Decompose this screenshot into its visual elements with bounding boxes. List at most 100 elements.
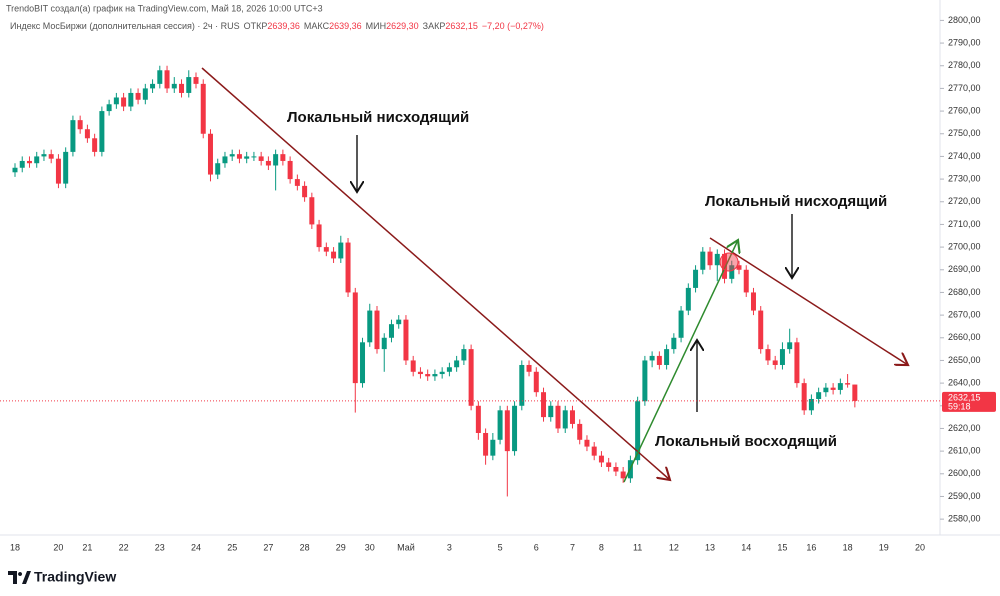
countdown: 59:18 [948,401,971,411]
x-tick-label: 11 [633,542,642,552]
y-tick-label: 2600,00 [948,468,981,478]
candle-body [12,167,18,173]
annotation: Локальный нисходящий [287,109,469,126]
candle-body [837,383,843,390]
open: 2639,36 [267,21,300,31]
last-price-box [942,391,996,412]
high: 2639,36 [329,21,362,31]
y-tick-label: 2710,00 [948,219,981,229]
last-price-label: 2632,15 [948,392,981,402]
y-tick-label: 2590,00 [948,491,981,501]
y-tick-label: 2660,00 [948,332,981,342]
candle-body [388,324,394,338]
candle-body [779,349,785,365]
candle-body [70,120,76,152]
candle-body [338,242,344,259]
y-tick-label: 2720,00 [948,196,981,206]
x-tick-label: 25 [227,542,237,552]
y-tick-label: 2690,00 [948,264,981,274]
candle-body [367,310,373,343]
candle-body [454,360,460,368]
candle-body [425,374,431,377]
x-tick-label: 18 [10,542,20,552]
annotation: Локальный восходящий [655,433,837,450]
candle-body [446,367,452,372]
candle-body [273,154,279,166]
x-tick-label: 13 [705,542,715,552]
candle-body [577,423,583,440]
low: 2629,30 [386,21,419,31]
low-label: МИН [366,21,386,31]
candle-body [19,160,25,168]
candle-body [526,364,532,372]
x-tick-label: 22 [119,542,129,552]
candle-body [475,405,481,433]
candle-body [63,151,69,184]
x-tick-label: 30 [365,542,375,552]
candle-body [852,384,858,401]
candle-body [671,337,677,350]
candle-body [693,269,699,288]
candle-body [548,405,554,418]
y-tick-label: 2700,00 [948,241,981,251]
x-tick-label: 8 [599,542,604,552]
highlight [719,252,739,272]
candle-body [186,77,192,93]
y-tick-label: 2760,00 [948,105,981,115]
x-tick-label: 16 [806,542,816,552]
candle-body [215,163,221,175]
candle-body [171,83,177,89]
candle-body [483,432,489,456]
candle-body [323,247,329,252]
candle-body [541,392,547,418]
x-tick-label: 3 [447,542,452,552]
y-tick-label: 2730,00 [948,173,981,183]
y-tick-label: 2670,00 [948,309,981,319]
y-tick-label: 2620,00 [948,423,981,433]
candle-body [302,185,308,198]
candle-body [135,92,141,100]
candle-body [128,92,134,107]
candle-body [251,156,257,158]
candle-body [381,337,387,350]
candle-body [121,97,127,107]
candle-body [222,156,228,164]
x-tick-label: 18 [843,542,853,552]
candle-body [729,265,735,279]
open-label: ОТКР [244,21,268,31]
candle-body [396,319,402,325]
candle-body [432,374,438,377]
candle-body [280,154,286,161]
candle-body [555,405,561,429]
candle-body [26,160,32,164]
candle-body [258,156,264,161]
x-tick-label: Май [397,542,415,552]
x-tick-label: 14 [741,542,751,552]
candle-body [512,405,518,452]
candle-body [606,462,612,467]
candle-body [497,410,503,440]
candle-body [48,154,54,159]
candle-body [678,310,684,338]
annotations: Локальный нисходящий Локальный нисходящи… [201,67,908,483]
candle-body [598,455,604,463]
close: 2632,15 [445,21,478,31]
x-tick-label: 29 [336,542,346,552]
candle-body [150,83,156,89]
candle-body [649,355,655,361]
candle-body [331,251,337,259]
candle-body [92,138,98,152]
x-tick-label: 20 [53,542,63,552]
candle-body [113,97,119,105]
candle-body [106,104,112,112]
candle-body [41,154,47,157]
candle-body [490,439,496,456]
candle-body [417,371,423,375]
candle-body [84,129,90,139]
x-tick-label: 23 [155,542,165,552]
candle-body [287,160,293,180]
trend-line [709,237,908,365]
candle-body [569,410,575,424]
y-tick-label: 2580,00 [948,514,981,524]
candle-body [562,410,568,429]
